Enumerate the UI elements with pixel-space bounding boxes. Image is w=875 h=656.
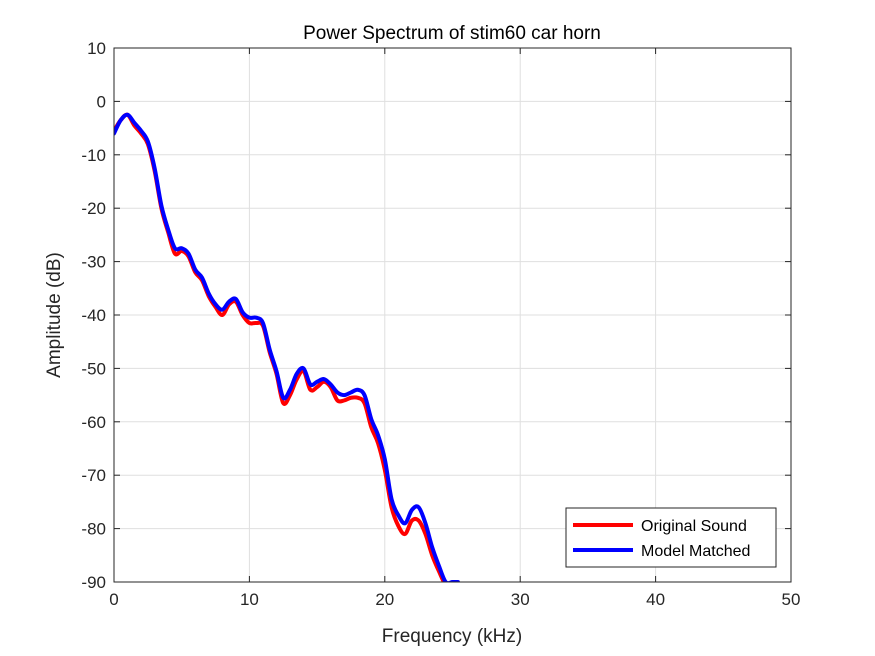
legend-box xyxy=(565,507,777,568)
y-tick-label: -30 xyxy=(81,253,106,272)
y-tick-label: -80 xyxy=(81,520,106,539)
x-tick-label: 0 xyxy=(109,590,118,609)
series-layer xyxy=(114,112,460,582)
x-tick-label: 20 xyxy=(375,590,394,609)
y-tick-label: -10 xyxy=(81,146,106,165)
y-tick-label: -70 xyxy=(81,466,106,485)
y-tick-label: -20 xyxy=(81,199,106,218)
x-axis-label: Frequency (kHz) xyxy=(382,626,522,647)
y-axis-label: Amplitude (dB) xyxy=(44,252,65,378)
y-tick-label: 0 xyxy=(97,92,106,111)
ticks: 0 10 20 30 40 50 -90 -80 -70 -60 -50 -40 -30 -20 -10 0 1… xyxy=(81,39,800,609)
series-line-model-matched xyxy=(114,112,460,582)
y-tick-label: -50 xyxy=(81,359,106,378)
legend-label-model-matched: Model Matched xyxy=(641,543,750,560)
legend-label-original-sound: Original Sound xyxy=(641,518,747,535)
x-tick-label: 40 xyxy=(646,590,665,609)
x-tick-label: 10 xyxy=(240,590,259,609)
y-tick-label: -60 xyxy=(81,413,106,432)
y-tick-label: -40 xyxy=(81,306,106,325)
x-tick-label: 50 xyxy=(782,590,801,609)
chart-title: Power Spectrum of stim60 car horn xyxy=(303,23,601,44)
x-tick-label: 30 xyxy=(511,590,530,609)
y-tick-label: -90 xyxy=(81,573,106,592)
legend: Original Sound Model Matched xyxy=(565,507,777,568)
y-tick-label: 10 xyxy=(87,39,106,58)
